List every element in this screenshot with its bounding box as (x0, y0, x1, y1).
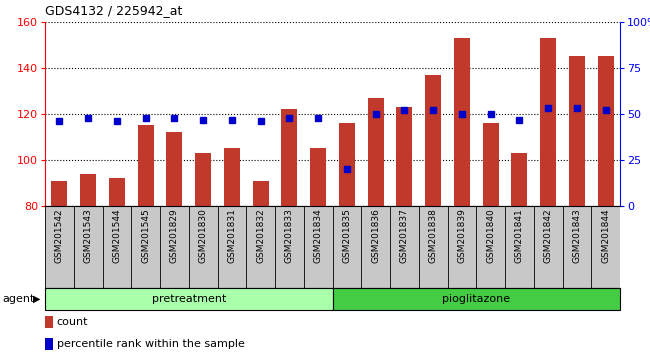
Text: pretreatment: pretreatment (151, 294, 226, 304)
Text: GSM201838: GSM201838 (428, 209, 437, 263)
Bar (425, 75, 441, 206)
Bar (45, 288, 333, 310)
Text: ▶: ▶ (33, 294, 40, 304)
Text: GSM201836: GSM201836 (371, 209, 380, 263)
Text: GSM201832: GSM201832 (256, 209, 265, 263)
Bar (138, 126, 153, 206)
Text: GSM201835: GSM201835 (343, 209, 352, 263)
Text: GSM201841: GSM201841 (515, 209, 524, 263)
Text: GSM201842: GSM201842 (543, 209, 552, 263)
Text: count: count (57, 317, 88, 327)
Bar (540, 38, 556, 206)
Text: GSM201834: GSM201834 (313, 209, 322, 263)
Text: GSM201545: GSM201545 (141, 209, 150, 263)
Bar (512, 153, 527, 206)
Bar (51, 181, 68, 206)
Bar (310, 148, 326, 206)
Text: GSM201837: GSM201837 (400, 209, 409, 263)
Text: GSM201543: GSM201543 (84, 209, 92, 263)
Bar (368, 98, 384, 206)
Text: GSM201542: GSM201542 (55, 209, 64, 263)
Text: pioglitazone: pioglitazone (442, 294, 510, 304)
Bar (281, 109, 297, 206)
Bar (109, 178, 125, 206)
Text: GSM201831: GSM201831 (227, 209, 237, 263)
Bar (454, 38, 470, 206)
Text: GSM201830: GSM201830 (199, 209, 207, 263)
Text: GSM201843: GSM201843 (573, 209, 581, 263)
Bar (224, 148, 240, 206)
Text: percentile rank within the sample: percentile rank within the sample (57, 339, 244, 349)
Text: GDS4132 / 225942_at: GDS4132 / 225942_at (45, 4, 183, 17)
Text: GSM201840: GSM201840 (486, 209, 495, 263)
Bar (339, 123, 355, 206)
Text: GSM201829: GSM201829 (170, 209, 179, 263)
Bar (598, 57, 614, 206)
Bar (195, 153, 211, 206)
Bar (166, 132, 182, 206)
Text: agent: agent (2, 294, 34, 304)
Text: GSM201844: GSM201844 (601, 209, 610, 263)
Bar (80, 174, 96, 206)
Text: GSM201544: GSM201544 (112, 209, 122, 263)
Text: GSM201833: GSM201833 (285, 209, 294, 263)
Bar (253, 181, 268, 206)
Bar (396, 107, 412, 206)
Text: GSM201839: GSM201839 (458, 209, 467, 263)
Bar (333, 288, 620, 310)
Bar (569, 57, 585, 206)
Bar (483, 123, 499, 206)
